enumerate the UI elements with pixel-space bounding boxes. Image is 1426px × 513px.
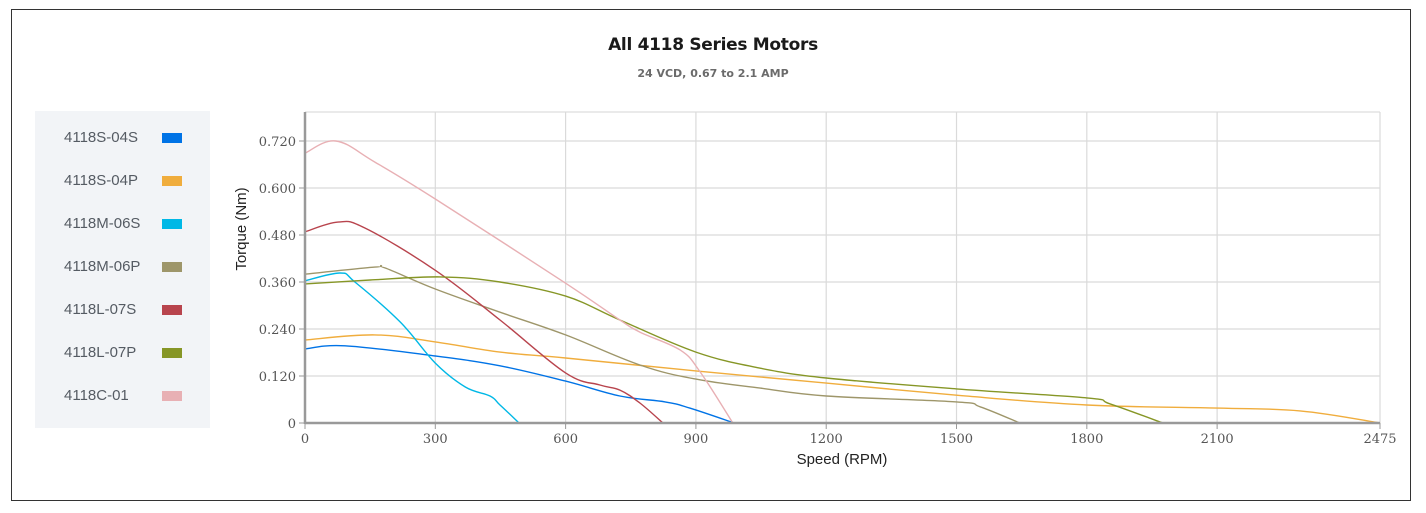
- chart-frame: [11, 9, 1411, 501]
- y-tick-label: 0.600: [259, 182, 296, 197]
- series-line-4118l-07p: [304, 276, 1164, 424]
- axes: 0 300 600 900 1200 1500 1800 2100 2475 0 0.120 0.24…: [259, 112, 1397, 447]
- legend-label: 4118C-01: [64, 387, 129, 404]
- legend-item[interactable]: 4118M-06P: [35, 257, 210, 277]
- y-tick-label: 0.480: [259, 229, 296, 244]
- legend: 4118S-04S 4118S-04P 4118M-06S 4118M-06P 4118…: [35, 111, 210, 428]
- x-tick-label: 1200: [810, 432, 843, 447]
- legend-swatch: [162, 391, 182, 401]
- y-tick-label: 0.360: [259, 276, 296, 291]
- x-tick-label: 2100: [1201, 432, 1234, 447]
- x-tick-label: 300: [423, 432, 448, 447]
- legend-swatch: [162, 262, 182, 272]
- legend-swatch: [162, 348, 182, 358]
- legend-label: 4118S-04S: [64, 129, 138, 146]
- y-tick-label: 0.240: [259, 323, 296, 338]
- legend-swatch: [162, 219, 182, 229]
- x-tick-label: 1800: [1070, 432, 1103, 447]
- x-tick-label: 600: [553, 432, 578, 447]
- y-tick-label: 0.120: [259, 370, 296, 385]
- legend-swatch: [162, 176, 182, 186]
- series-line-4118c-01: [304, 140, 734, 424]
- x-tick-label: 1500: [940, 432, 973, 447]
- series-line-4118s-04p: [304, 334, 1381, 424]
- legend-item[interactable]: 4118S-04S: [35, 128, 210, 148]
- legend-item[interactable]: 4118L-07S: [35, 300, 210, 320]
- chart-subtitle: 24 VCD, 0.67 to 2.1 AMP: [637, 67, 789, 80]
- legend-item[interactable]: 4118S-04P: [35, 171, 210, 191]
- legend-item[interactable]: 4118L-07P: [35, 343, 210, 363]
- series-line-4118l-07s: [304, 220, 664, 424]
- y-axis-title: Torque (Nm): [233, 187, 250, 270]
- x-axis-title: Speed (RPM): [797, 451, 888, 468]
- legend-label: 4118M-06P: [64, 258, 141, 275]
- x-tick-label: 0: [301, 432, 309, 447]
- x-tick-label: 2475: [1363, 432, 1396, 447]
- series-line-4118m-06s: [304, 272, 520, 424]
- legend-label: 4118S-04P: [64, 172, 138, 189]
- legend-swatch: [162, 133, 182, 143]
- legend-label: 4118M-06S: [64, 215, 141, 232]
- series-line-4118s-04s: [304, 344, 735, 424]
- grid: [305, 111, 1381, 423]
- chart-title: All 4118 Series Motors: [608, 35, 818, 55]
- legend-item[interactable]: 4118M-06S: [35, 214, 210, 234]
- legend-item[interactable]: 4118C-01: [35, 386, 210, 406]
- series-line-4118m-06p: [304, 264, 1021, 424]
- legend-swatch: [162, 305, 182, 315]
- x-tick-label: 900: [683, 432, 708, 447]
- y-tick-label: 0: [288, 417, 296, 432]
- series-lines: [304, 140, 1381, 424]
- y-tick-label: 0.720: [259, 135, 296, 150]
- legend-label: 4118L-07S: [64, 301, 137, 318]
- legend-label: 4118L-07P: [64, 344, 137, 361]
